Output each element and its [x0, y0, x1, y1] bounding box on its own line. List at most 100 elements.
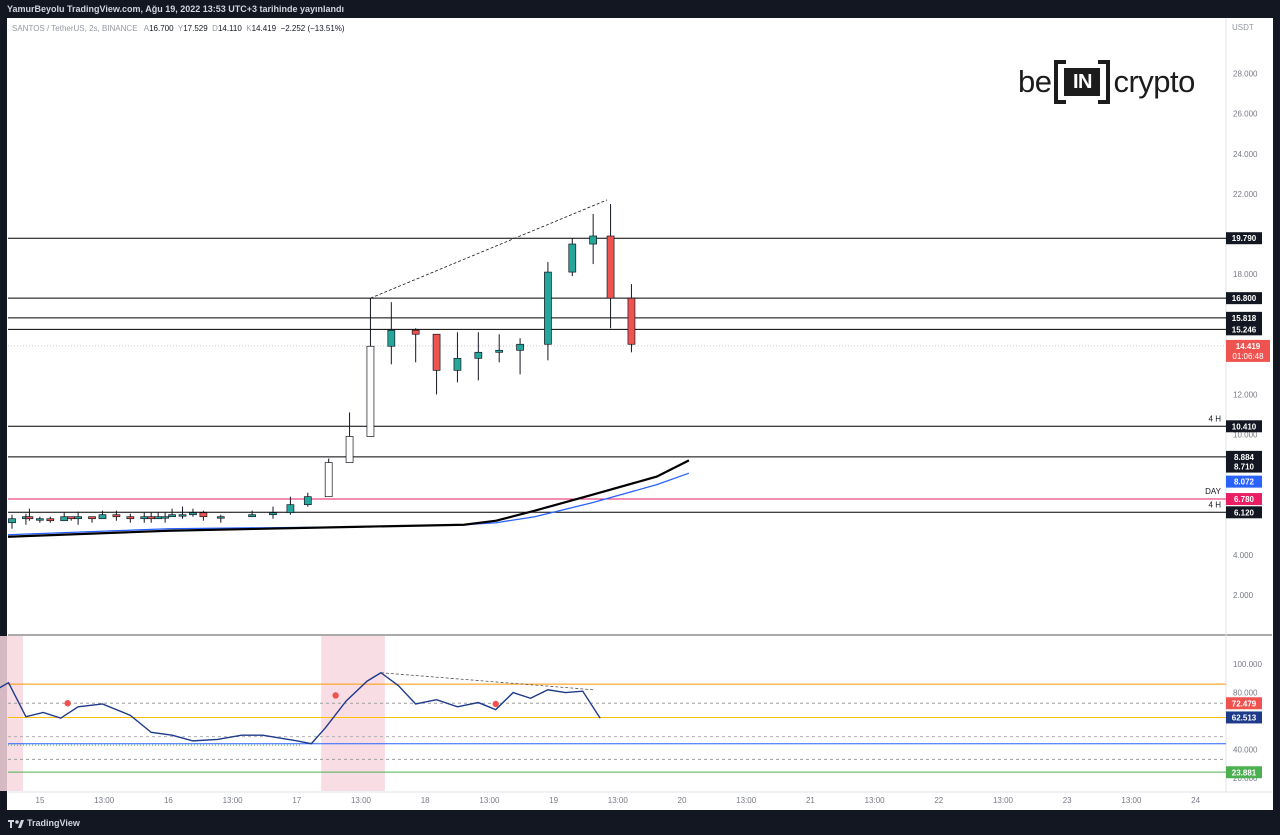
- candle: [161, 512, 169, 523]
- candle-body: [568, 243, 577, 273]
- candle: [67, 516, 76, 521]
- candle-body: [387, 329, 396, 347]
- level-price-tag-label: 15.246: [1232, 325, 1257, 334]
- level-price-tag-bg: [1226, 292, 1262, 305]
- candle: [178, 506, 187, 519]
- candle: [126, 513, 135, 523]
- candle-body: [516, 343, 524, 351]
- candle-body: [154, 516, 163, 520]
- level-price-tag-bg: [1226, 506, 1262, 519]
- candle: [544, 262, 552, 361]
- tradingview-text: TradingView: [27, 818, 80, 828]
- candle-body: [589, 235, 598, 245]
- time-axis-tick: 13:00: [223, 796, 244, 805]
- level-price-tag: 15.818: [1226, 311, 1262, 324]
- candle: [74, 511, 82, 525]
- rsi-value-tag-bg: [1226, 766, 1262, 779]
- price-axis-tick: 28.000: [1233, 70, 1258, 79]
- low-label: D: [212, 24, 218, 33]
- candle-body: [140, 516, 149, 520]
- price-axis-tick: 4.000: [1233, 551, 1254, 560]
- candle: [98, 510, 107, 520]
- level-price-tag-label: 15.818: [1232, 314, 1257, 323]
- candle-body: [46, 518, 55, 522]
- symbol-legend: SANTOS / TetherUS, 2s, BINANCE A16.700 Y…: [12, 24, 345, 33]
- time-axis-tick: 20: [678, 796, 687, 805]
- candle-body: [453, 357, 462, 371]
- candle-body: [303, 496, 312, 506]
- rsi-value-tag: 72.479: [1226, 697, 1262, 710]
- candle-body: [606, 235, 615, 299]
- level-tag: 4 H: [1209, 414, 1222, 423]
- level-tag: 4 H: [1209, 500, 1222, 509]
- chart-frame: [7, 18, 1273, 810]
- level-price-tag: 6.780: [1226, 493, 1262, 506]
- change-value: −2.252 (−13.51%): [280, 24, 345, 33]
- close-value: 14.419: [251, 24, 277, 33]
- open-label: A: [143, 24, 150, 33]
- rsi-marker-dot: [492, 700, 499, 708]
- candle-body: [495, 349, 504, 353]
- candle: [366, 298, 375, 437]
- price-axis-tick: 26.000: [1233, 110, 1258, 119]
- price-axis-tick: 2.000: [1233, 591, 1254, 600]
- time-axis-tick: 13:00: [351, 796, 372, 805]
- candle: [286, 496, 295, 515]
- candle: [432, 333, 441, 395]
- level-price-tag: 8.884: [1226, 450, 1262, 463]
- candle-body: [432, 333, 441, 371]
- close-label: K: [246, 24, 252, 33]
- candle: [189, 508, 197, 517]
- candle-body: [216, 516, 225, 519]
- rsi-value-tag-label: 72.479: [1232, 699, 1257, 708]
- ma-black-tag: 8.710: [1226, 460, 1262, 473]
- low-value: 14.110: [217, 24, 242, 33]
- currency-label: USDT: [1232, 23, 1254, 32]
- candle: [516, 338, 524, 375]
- rsi-axis-tick: 20.000: [1233, 774, 1258, 783]
- level-tag: DAY: [1205, 487, 1222, 496]
- level-price-tag: 15.246: [1226, 323, 1262, 336]
- candle-body: [269, 512, 277, 516]
- candle-body: [286, 504, 295, 514]
- rsi-axis-tick: 40.000: [1233, 745, 1258, 754]
- symbol-name: SANTOS / TetherUS, 2s, BINANCE: [12, 24, 138, 33]
- ma-blue-tag: 8.072: [1226, 475, 1262, 488]
- beincrypto-logo: be IN crypto: [1018, 58, 1195, 106]
- publisher-text: YamurBeyolu TradingView.com, Ağu 19, 202…: [7, 4, 345, 14]
- footer-bar: TradingView: [0, 810, 1280, 835]
- tradingview-logo: TradingView: [8, 818, 80, 828]
- price-axis-tick: 10.000: [1233, 431, 1258, 440]
- candle: [269, 506, 277, 519]
- candle: [25, 508, 34, 521]
- ma-blue-tag-bg: [1226, 475, 1262, 488]
- price-axis-tick: 12.000: [1233, 390, 1258, 399]
- rsi-axis-tick: 80.000: [1233, 689, 1258, 698]
- candle-body: [67, 516, 76, 520]
- open-value: 16.700: [149, 24, 174, 33]
- level-price-tag-bg: [1226, 323, 1262, 336]
- candle: [168, 508, 176, 518]
- brand-mid: IN: [1064, 68, 1101, 96]
- candle: [495, 334, 504, 363]
- candle: [453, 332, 462, 383]
- candle: [22, 513, 30, 525]
- level-price-tag-label: 16.800: [1232, 294, 1257, 303]
- candle-body: [168, 514, 176, 518]
- candle-body: [88, 516, 96, 520]
- brand-right: crypto: [1113, 64, 1195, 99]
- ma-blue-tag-label: 8.072: [1234, 478, 1255, 487]
- candle: [411, 328, 420, 363]
- candle: [474, 332, 483, 381]
- candle-body: [189, 512, 197, 516]
- brand-left: be: [1018, 64, 1052, 99]
- price-axis-tick: 18.000: [1233, 270, 1258, 279]
- level-price-tag-label: 6.120: [1234, 508, 1255, 517]
- level-price-tag-bg: [1226, 450, 1262, 463]
- time-axis-tick: 15: [36, 796, 45, 805]
- candle-body: [147, 516, 156, 520]
- candle: [627, 284, 636, 353]
- ma-black-line: [7, 459, 690, 538]
- rsi-marker-dot: [332, 692, 339, 699]
